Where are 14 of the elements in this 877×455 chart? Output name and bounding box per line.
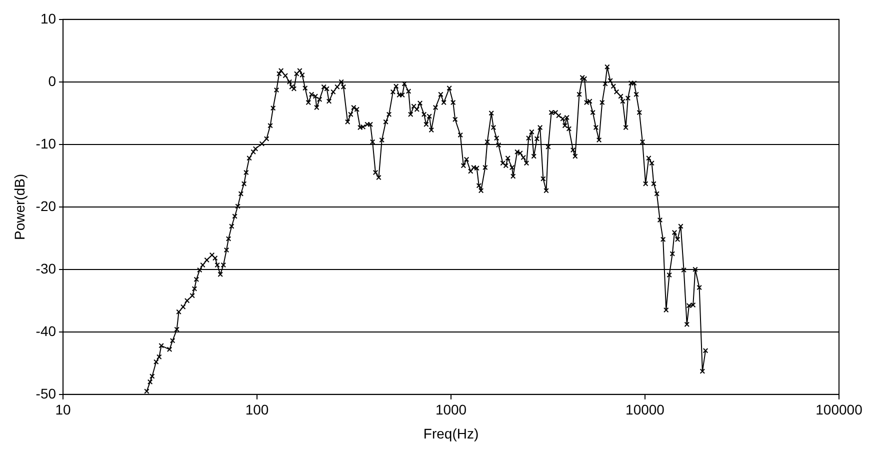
y-tick-label: -30 bbox=[36, 260, 56, 276]
y-tick-label: 0 bbox=[48, 72, 56, 89]
x-tick-label: 1000 bbox=[435, 402, 467, 418]
y-tick-label: -20 bbox=[36, 198, 56, 214]
y-tick-label: -40 bbox=[36, 322, 56, 339]
x-axis-title: Freq(Hz) bbox=[423, 425, 479, 442]
x-tick-label: 10 bbox=[55, 402, 72, 418]
x-tick-label: 10000 bbox=[626, 402, 665, 418]
y-tick-label: 10 bbox=[40, 10, 56, 26]
x-tick-label: 100000 bbox=[816, 402, 863, 418]
y-tick-label: -50 bbox=[36, 385, 56, 402]
y-tick-label: -10 bbox=[36, 135, 56, 152]
x-tick-label: 100 bbox=[245, 402, 269, 418]
y-axis-title: Power(dB) bbox=[11, 174, 28, 240]
